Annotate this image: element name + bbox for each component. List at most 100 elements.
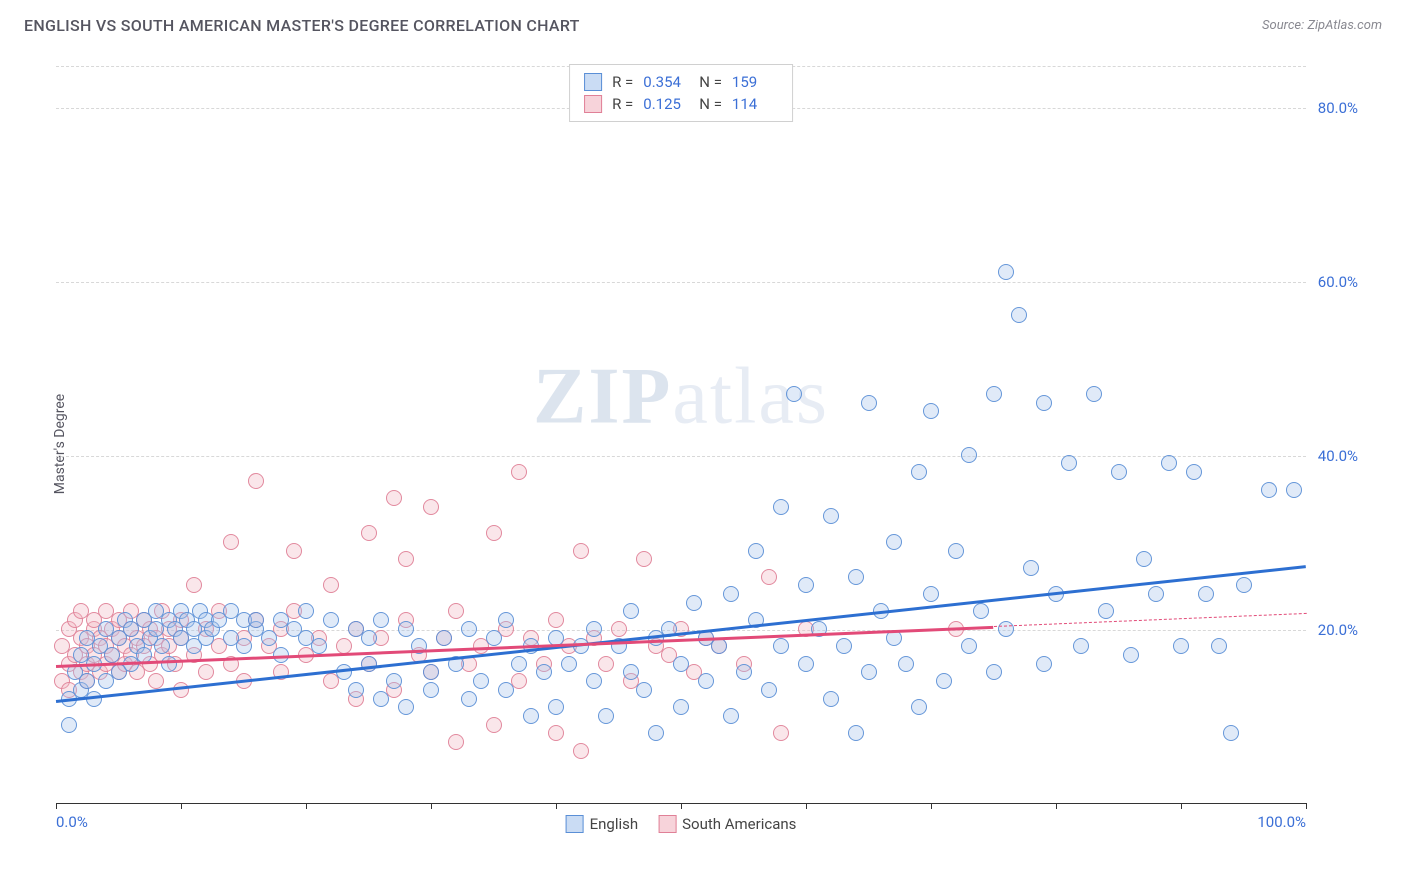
header: ENGLISH VS SOUTH AMERICAN MASTER'S DEGRE…	[0, 0, 1406, 43]
scatter-point	[423, 499, 439, 515]
scatter-point	[148, 673, 164, 689]
scatter-point	[1036, 395, 1052, 411]
scatter-point	[686, 595, 702, 611]
scatter-point	[311, 638, 327, 654]
scatter-point	[336, 664, 352, 680]
scatter-point	[1186, 464, 1202, 480]
x-tick	[431, 803, 432, 809]
scatter-point	[1161, 455, 1177, 471]
scatter-point	[861, 395, 877, 411]
scatter-point	[636, 682, 652, 698]
scatter-point	[898, 656, 914, 672]
scatter-point	[1148, 586, 1164, 602]
x-tick	[1306, 803, 1307, 809]
scatter-point	[348, 682, 364, 698]
scatter-point	[386, 490, 402, 506]
scatter-point	[723, 708, 739, 724]
x-tick	[1056, 803, 1057, 809]
scatter-point	[286, 543, 302, 559]
chart-area: Master's Degree ZIPatlas 20.0%40.0%60.0%…	[48, 54, 1358, 834]
scatter-point	[648, 725, 664, 741]
legend-label: English	[590, 815, 639, 833]
scatter-point	[423, 664, 439, 680]
x-tick-label: 0.0%	[56, 813, 88, 831]
gridline	[56, 456, 1306, 457]
scatter-point	[436, 630, 452, 646]
scatter-point	[323, 612, 339, 628]
x-tick	[56, 803, 57, 809]
y-tick-label: 60.0%	[1318, 273, 1358, 291]
scatter-point	[461, 691, 477, 707]
scatter-point	[886, 534, 902, 550]
scatter-point	[836, 638, 852, 654]
legend-label: South Americans	[682, 815, 796, 833]
scatter-point	[961, 447, 977, 463]
scatter-point	[548, 725, 564, 741]
chart-title: ENGLISH VS SOUTH AMERICAN MASTER'S DEGRE…	[24, 16, 580, 35]
scatter-point	[323, 577, 339, 593]
scatter-point	[173, 682, 189, 698]
scatter-point	[861, 664, 877, 680]
scatter-point	[998, 621, 1014, 637]
stats-legend-row: R =0.354N =159	[584, 71, 778, 93]
scatter-point	[486, 630, 502, 646]
scatter-point	[373, 691, 389, 707]
scatter-point	[698, 673, 714, 689]
scatter-point	[511, 464, 527, 480]
scatter-point	[761, 569, 777, 585]
scatter-point	[586, 673, 602, 689]
legend-item: English	[566, 815, 639, 833]
x-tick	[1181, 803, 1182, 809]
series-legend: English South Americans	[566, 815, 797, 833]
scatter-point	[573, 743, 589, 759]
scatter-point	[573, 543, 589, 559]
x-tick	[806, 803, 807, 809]
scatter-point	[154, 638, 170, 654]
x-tick	[556, 803, 557, 809]
scatter-point	[223, 534, 239, 550]
scatter-point	[161, 656, 177, 672]
scatter-point	[1136, 551, 1152, 567]
scatter-point	[1061, 455, 1077, 471]
scatter-point	[104, 647, 120, 663]
scatter-point	[598, 656, 614, 672]
scatter-point	[748, 543, 764, 559]
scatter-point	[1011, 307, 1027, 323]
scatter-point	[248, 612, 264, 628]
scatter-point	[536, 664, 552, 680]
scatter-point	[561, 656, 577, 672]
y-tick-label: 80.0%	[1318, 99, 1358, 117]
scatter-point	[1111, 464, 1127, 480]
watermark: ZIPatlas	[533, 351, 829, 442]
scatter-point	[1086, 386, 1102, 402]
scatter-point	[711, 638, 727, 654]
scatter-point	[423, 682, 439, 698]
scatter-point	[911, 464, 927, 480]
scatter-point	[1098, 603, 1114, 619]
scatter-point	[1236, 577, 1252, 593]
scatter-point	[986, 664, 1002, 680]
scatter-point	[198, 664, 214, 680]
scatter-point	[773, 725, 789, 741]
gridline	[56, 282, 1306, 283]
legend-item: South Americans	[658, 815, 796, 833]
scatter-point	[473, 673, 489, 689]
scatter-point	[373, 612, 389, 628]
scatter-point	[461, 621, 477, 637]
scatter-point	[448, 603, 464, 619]
scatter-point	[986, 386, 1002, 402]
scatter-point	[973, 603, 989, 619]
scatter-point	[498, 612, 514, 628]
scatter-point	[1211, 638, 1227, 654]
scatter-point	[998, 264, 1014, 280]
scatter-point	[623, 664, 639, 680]
scatter-point	[361, 630, 377, 646]
scatter-point	[398, 551, 414, 567]
scatter-point	[1123, 647, 1139, 663]
legend-swatch	[584, 73, 602, 91]
scatter-point	[523, 708, 539, 724]
scatter-point	[673, 699, 689, 715]
y-tick-label: 20.0%	[1318, 621, 1358, 639]
x-tick	[181, 803, 182, 809]
scatter-point	[486, 717, 502, 733]
